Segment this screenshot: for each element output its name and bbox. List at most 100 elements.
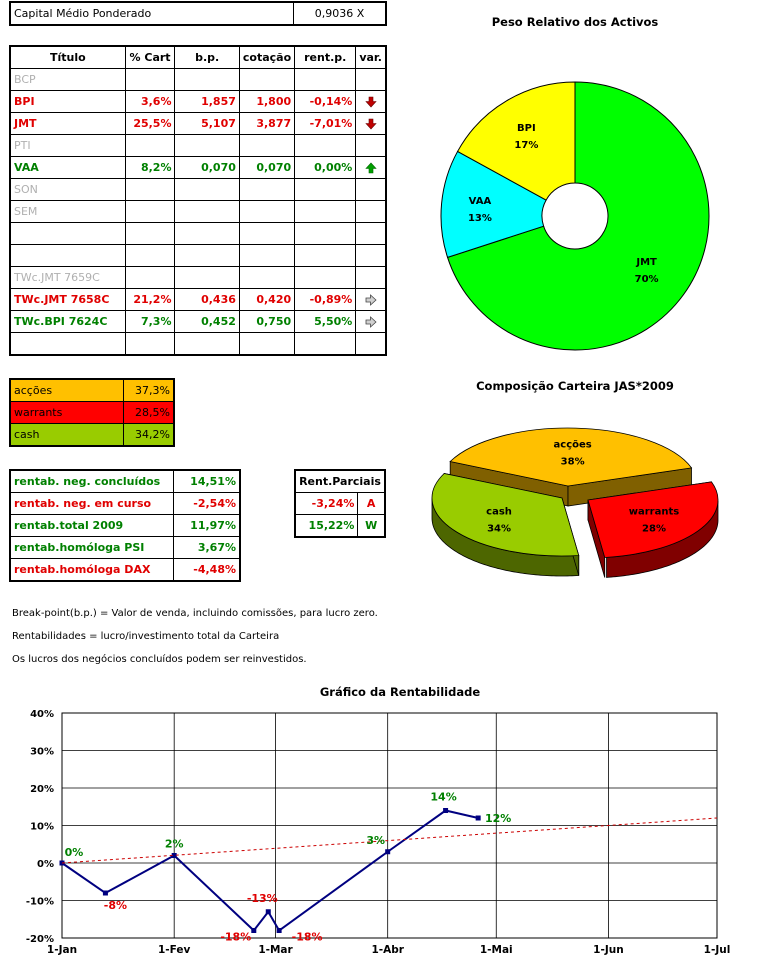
- returns-row: rentab. neg. em curso -2,54%: [9, 492, 241, 515]
- cell-rent: [294, 332, 357, 356]
- data-point: [265, 909, 271, 915]
- cell-bp: [174, 68, 240, 91]
- cell-cotacao: 0,420: [238, 288, 296, 311]
- portfolio-row: PTI: [9, 134, 387, 157]
- returns-label: rentab.total 2009: [9, 514, 174, 537]
- col-rent: rent.p.: [294, 45, 357, 69]
- cell-rent: 5,50%: [294, 310, 357, 333]
- note-breakpoint: Break-point(b.p.) = Valor de venda, incl…: [12, 608, 378, 619]
- cell-cotacao: [238, 244, 296, 267]
- col-titulo: Título: [9, 45, 126, 69]
- cell-rent: [294, 266, 357, 289]
- cell-titulo: [9, 244, 126, 267]
- returns-label: rentab.homóloga DAX: [9, 558, 174, 582]
- portfolio-row: [9, 222, 387, 245]
- cell-bp: 0,436: [174, 288, 240, 311]
- cell-var: [355, 244, 387, 267]
- arrow-right-icon: [365, 315, 377, 328]
- portfolio-row: BPI 3,6% 1,857 1,800 -0,14%: [9, 90, 387, 113]
- cell-cart: [124, 200, 176, 223]
- cell-cart: [124, 178, 176, 201]
- data-point: [251, 928, 257, 933]
- partial-returns-table: Rent.Parciais -3,24% A 15,22% W: [294, 469, 386, 538]
- cell-cart: 7,3%: [124, 310, 176, 333]
- cell-var: [355, 134, 387, 157]
- cell-cotacao: 0,750: [238, 310, 296, 333]
- capital-label: Capital Médio Ponderado: [9, 1, 294, 26]
- col-cotacao: cotação: [238, 45, 296, 69]
- pie3d-slice-cash: [431, 473, 580, 557]
- portfolio-row: [9, 332, 387, 356]
- pie-slice-label: VAA: [469, 196, 492, 207]
- pie-slice-value: 70%: [635, 274, 659, 285]
- data-label: -13%: [247, 892, 278, 905]
- pie2-title: Composição Carteira JAS*2009: [476, 379, 674, 393]
- arrow-down-icon: [364, 96, 377, 107]
- cell-titulo: JMT: [9, 112, 126, 135]
- cell-cart: 25,5%: [124, 112, 176, 135]
- cell-rent: [294, 244, 357, 267]
- cell-bp: 5,107: [174, 112, 240, 135]
- cell-cart: [124, 68, 176, 91]
- cell-titulo: VAA: [9, 156, 126, 179]
- cell-cart: [124, 134, 176, 157]
- pie-slice-vaa: [440, 150, 547, 259]
- cell-rent: [294, 134, 357, 157]
- pie3d-slice-warrants: [587, 481, 719, 558]
- allocation-row: cash 34,2%: [9, 423, 175, 447]
- cell-cart: [124, 332, 176, 356]
- allocation-value: 28,5%: [122, 401, 175, 424]
- trend-line: [61, 817, 718, 864]
- cell-titulo: TWc.JMT 7659C: [9, 266, 126, 289]
- cell-var: [355, 112, 387, 135]
- data-point: [102, 890, 108, 896]
- data-point: [171, 853, 177, 858]
- note-rentabilidades: Rentabilidades = lucro/investimento tota…: [12, 631, 280, 642]
- allocation-value: 37,3%: [122, 378, 175, 402]
- returns-row: rentab. neg. concluídos 14,51%: [9, 469, 241, 493]
- cell-bp: [174, 332, 240, 356]
- cell-cart: 8,2%: [124, 156, 176, 179]
- portfolio-row: SON: [9, 178, 387, 201]
- cell-var: [355, 310, 387, 333]
- x-tick-label: 1-Jan: [47, 944, 77, 956]
- allocation-label: acções: [9, 378, 124, 402]
- arrow-up-icon: [364, 162, 377, 173]
- line-title: Gráfico da Rentabilidade: [319, 685, 481, 699]
- doughnut-chart: JMT 70% VAA 13% BPI 17%: [440, 81, 710, 351]
- cell-titulo: TWc.JMT 7658C: [9, 288, 126, 311]
- x-tick-label: 1-Fev: [158, 944, 191, 956]
- portfolio-row: SEM: [9, 200, 387, 223]
- arrow-right-icon: [365, 293, 377, 306]
- note-lucros: Os lucros dos negócios concluídos podem …: [12, 654, 307, 665]
- portfolio-row: TWc.JMT 7658C 21,2% 0,436 0,420 -0,89%: [9, 288, 387, 311]
- cell-var: [355, 200, 387, 223]
- returns-label: rentab. neg. concluídos: [9, 469, 174, 493]
- cell-cart: 21,2%: [124, 288, 176, 311]
- cell-rent: -7,01%: [294, 112, 357, 135]
- pie3d-value: 38%: [561, 456, 585, 467]
- cell-var: [355, 332, 387, 356]
- data-point: [276, 928, 282, 933]
- returns-value: 11,97%: [172, 514, 241, 537]
- x-tick-label: 1-Abr: [371, 944, 404, 956]
- col-bp: b.p.: [174, 45, 240, 69]
- returns-label: rentab.homóloga PSI: [9, 536, 174, 559]
- pie-slice-jmt: [446, 81, 710, 351]
- cell-titulo: [9, 222, 126, 245]
- returns-value: 3,67%: [172, 536, 241, 559]
- partial-row: 15,22% W: [294, 514, 386, 538]
- cell-bp: [174, 222, 240, 245]
- col-cart: % Cart: [124, 45, 176, 69]
- cell-cotacao: [238, 222, 296, 245]
- y-tick-label: 0%: [37, 859, 54, 870]
- capital-value: 0,9036 X: [293, 1, 387, 26]
- pie-slice-bpi: [456, 81, 576, 201]
- x-tick-label: 1-Mar: [258, 944, 293, 956]
- portfolio-header-row: Título % Cart b.p. cotação rent.p. var.: [9, 45, 387, 69]
- allocation-row: warrants 28,5%: [9, 401, 175, 424]
- cell-rent: -0,89%: [294, 288, 357, 311]
- col-var: var.: [355, 45, 387, 69]
- capital-table: Capital Médio Ponderado 0,9036 X: [9, 1, 387, 26]
- cell-bp: 0,070: [174, 156, 240, 179]
